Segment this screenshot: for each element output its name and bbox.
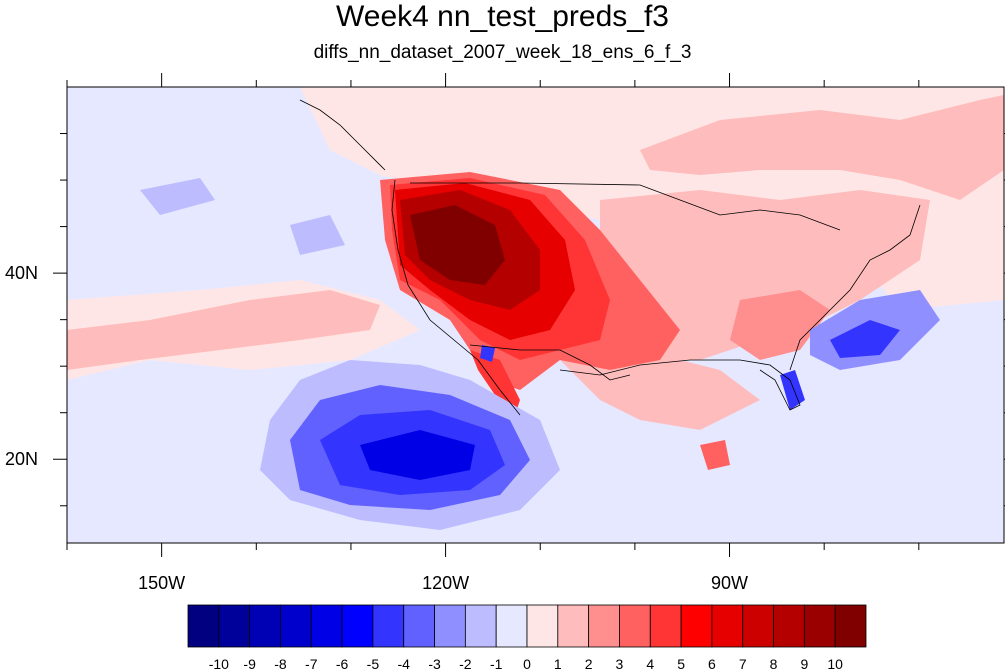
anomaly-region-us-east: [600, 190, 930, 360]
alaska-coast: [299, 99, 386, 171]
colorbar-label: 9: [800, 656, 808, 672]
colorbar-label: -4: [398, 656, 411, 672]
lon-label-120W: 120W: [422, 573, 469, 593]
colorbar-label: -5: [367, 656, 380, 672]
mexico-border: [469, 344, 631, 381]
colorbar: -10 -9 -8 -7 -6 -5 -4 -3 -2 -1 0 1 2 3 4 5 6 7 8 9 10: [187, 604, 867, 672]
anomaly-region-us-southeast: [730, 290, 830, 360]
map-frame: [66, 86, 1005, 544]
canada-border: [410, 182, 841, 231]
colorbar-label: 8: [770, 656, 778, 672]
colorbar-swatch: [588, 604, 620, 648]
lat-label-40N: 40N: [5, 263, 38, 283]
map-panel: [53, 73, 1005, 557]
colorbar-label: -9: [243, 656, 256, 672]
colorbar-label: 3: [616, 656, 624, 672]
colorbar-swatch: [742, 604, 774, 648]
colorbar-label: 5: [677, 656, 685, 672]
colorbar-label: 4: [646, 656, 654, 672]
plot-title: Week4 nn_test_preds_f3: [335, 0, 669, 33]
anomaly-field: [67, 87, 1004, 530]
colorbar-swatch: [619, 604, 651, 648]
coastlines: [299, 99, 921, 416]
west-coastline: [391, 179, 521, 416]
colorbar-swatch: [187, 604, 220, 648]
gulf-coastline: [559, 359, 801, 411]
lon-label-150W: 150W: [138, 573, 185, 593]
colorbar-label: -1: [490, 656, 503, 672]
colorbar-label: -8: [274, 656, 287, 672]
colorbar-swatch: [495, 604, 528, 648]
colorbar-label: 10: [827, 656, 843, 672]
lon-label-90W: 90W: [711, 573, 748, 593]
colorbar-swatch: [526, 604, 559, 648]
colorbar-label: 0: [523, 656, 531, 672]
east-coastline: [789, 204, 921, 371]
colorbar-label: 7: [739, 656, 747, 672]
anomaly-region-pacific-blue-north2: [290, 215, 345, 255]
colorbar-swatch: [310, 604, 343, 648]
anomaly-region-canada-med: [640, 95, 1004, 200]
colorbar-swatch: [403, 604, 435, 648]
colorbar-swatch: [557, 604, 590, 648]
colorbar-swatch: [773, 604, 805, 648]
colorbar-swatch: [434, 604, 466, 648]
colorbar-swatch: [680, 604, 713, 648]
colorbar-label: 2: [585, 656, 593, 672]
colorbar-label: 1: [554, 656, 562, 672]
anomaly-region-florida-blue: [780, 370, 805, 410]
colorbar-swatch: [372, 604, 405, 648]
colorbar-swatch: [341, 604, 374, 648]
anomaly-region-pacific-blue-core: [360, 430, 475, 480]
colorbar-swatch: [649, 604, 682, 648]
colorbar-swatch: [280, 604, 312, 648]
colorbar-swatch: [249, 604, 281, 648]
colorbar-label: -6: [336, 656, 349, 672]
colorbar-swatch: [711, 604, 744, 648]
colorbar-label: -3: [428, 656, 441, 672]
axis-ticks: [53, 73, 1005, 557]
colorbar-swatch: [218, 604, 251, 648]
anomaly-region-pacific-red-band: [67, 290, 380, 370]
colorbar-label: -2: [459, 656, 472, 672]
colorbar-label: -10: [209, 656, 229, 672]
colorbar-swatch: [464, 604, 497, 648]
lat-label-20N: 20N: [5, 449, 38, 469]
anomaly-region-atlantic-blue-core: [830, 320, 900, 358]
plot-subtitle: diffs_nn_dataset_2007_week_18_ens_6_f_3: [313, 42, 692, 63]
colorbar-label: -7: [305, 656, 318, 672]
anomaly-region-west-core: [410, 205, 505, 285]
anomaly-region-mexico-red: [700, 440, 730, 470]
colorbar-swatch: [834, 604, 867, 648]
axis-labels: 150W 120W 90W 40N 20N: [5, 263, 748, 593]
colorbar-swatch: [803, 604, 836, 648]
anomaly-region-baja-blue: [480, 345, 495, 362]
colorbar-label: 6: [708, 656, 716, 672]
anomaly-region-pacific-blue-north: [140, 178, 215, 215]
